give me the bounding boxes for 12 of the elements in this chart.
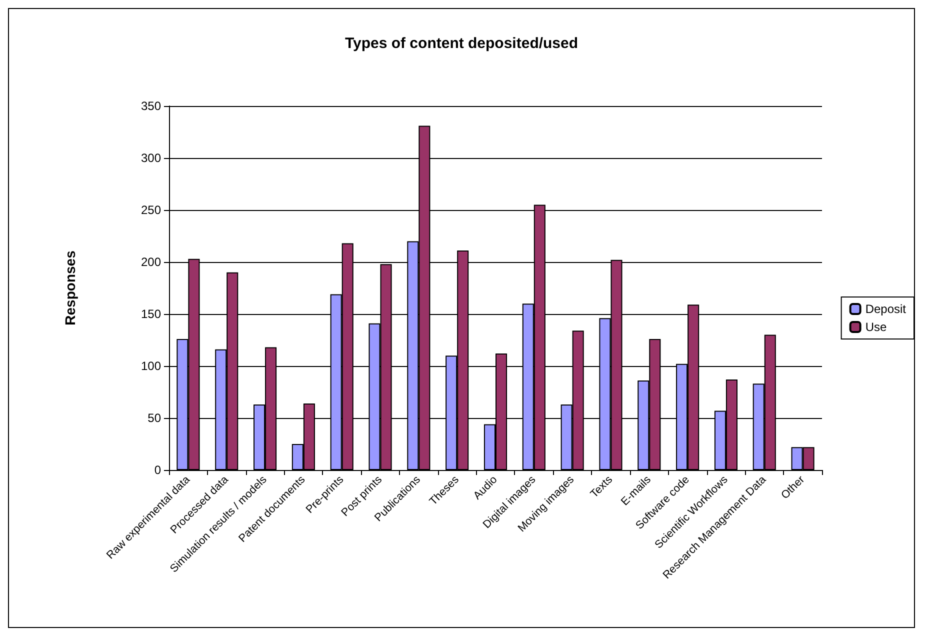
chart-title: Types of content deposited/used [344,35,578,52]
y-tick-label: 300 [140,151,162,165]
y-tick-label: 100 [140,359,162,373]
y-tick-label: 350 [140,99,162,113]
y-axis-title: Responses [62,250,78,326]
y-tick-label: 0 [154,463,162,477]
y-tick-label: 150 [140,307,162,321]
legend-label: Use [865,320,887,334]
y-tick-label: 200 [140,255,162,269]
y-tick-label: 250 [140,203,162,217]
y-tick-label: 50 [148,411,162,425]
legend-label: Deposit [865,302,907,316]
